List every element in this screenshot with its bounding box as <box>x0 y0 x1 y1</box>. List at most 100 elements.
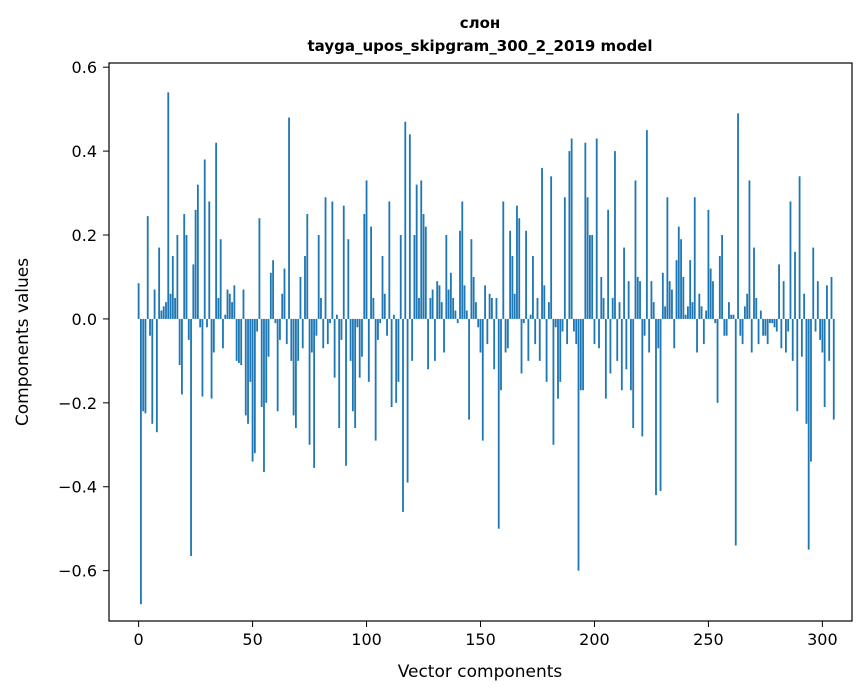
bar <box>144 318 147 414</box>
bar <box>329 318 331 324</box>
bar <box>210 318 213 399</box>
bar <box>475 302 477 319</box>
bar <box>140 318 142 605</box>
bar <box>823 318 826 408</box>
bar <box>502 201 505 319</box>
bar <box>356 318 359 328</box>
bar <box>641 318 644 437</box>
bar <box>338 318 341 428</box>
bar <box>333 318 336 378</box>
bar <box>810 318 812 462</box>
bar <box>199 318 202 328</box>
bar <box>696 318 698 353</box>
bar <box>766 318 769 345</box>
bar <box>196 184 199 319</box>
bar <box>415 184 418 319</box>
bar <box>712 281 714 319</box>
y-tick-label: 0.6 <box>72 58 97 77</box>
bar <box>609 318 612 374</box>
y-axis: −0.6 −0.4 −0.2 0.0 0.2 0.4 0.6 <box>58 58 109 581</box>
bar <box>707 209 710 319</box>
bar <box>290 318 293 361</box>
bar <box>547 302 550 319</box>
bar <box>233 285 236 319</box>
bar <box>769 318 771 324</box>
bar <box>272 260 275 319</box>
bar <box>449 272 452 319</box>
bar <box>472 276 475 319</box>
bar <box>684 314 687 319</box>
bar <box>625 318 628 370</box>
bar <box>452 297 455 319</box>
bar <box>381 255 384 319</box>
bar <box>142 318 145 412</box>
bar <box>784 318 787 353</box>
bar <box>431 289 434 319</box>
bar <box>315 318 318 336</box>
bar <box>153 289 156 319</box>
bar <box>570 138 573 319</box>
bar <box>238 318 240 363</box>
bar <box>308 318 311 445</box>
bar <box>534 318 537 345</box>
bar <box>224 314 227 319</box>
bar <box>791 318 794 361</box>
bar <box>721 235 723 319</box>
bar <box>725 318 728 336</box>
bar <box>798 176 801 319</box>
bar <box>247 318 249 424</box>
bar <box>816 281 819 319</box>
bar <box>363 214 366 319</box>
bar <box>263 318 265 473</box>
bar <box>698 293 701 319</box>
bar <box>365 180 368 319</box>
bar <box>317 235 320 319</box>
bar <box>313 318 316 468</box>
bar <box>443 318 445 353</box>
x-tick-label: 250 <box>693 630 724 649</box>
bar <box>773 318 776 328</box>
bar <box>445 235 448 319</box>
bar <box>383 293 386 319</box>
bar <box>680 239 682 319</box>
bar <box>372 297 375 319</box>
bar <box>730 314 733 319</box>
bar <box>554 318 557 328</box>
bar <box>812 247 815 319</box>
bar <box>484 285 486 319</box>
bar <box>506 318 509 349</box>
bar <box>406 318 409 483</box>
bar <box>723 318 726 336</box>
bar <box>623 247 625 319</box>
bar <box>438 285 441 319</box>
bar <box>390 318 393 408</box>
bar <box>470 239 473 319</box>
bar <box>591 235 594 319</box>
bar <box>579 318 582 391</box>
bar <box>737 113 739 319</box>
bar <box>552 318 555 445</box>
bar <box>602 297 605 319</box>
bar <box>630 318 632 391</box>
y-tick-label: 0.2 <box>72 226 97 245</box>
bar <box>826 285 828 319</box>
bar <box>345 318 347 466</box>
bar <box>151 318 154 424</box>
bar <box>194 209 197 319</box>
bar <box>682 276 685 319</box>
bar <box>513 293 516 319</box>
bar <box>584 142 587 319</box>
bar <box>598 318 600 349</box>
bar <box>814 318 817 332</box>
bar <box>693 197 696 319</box>
bar <box>520 318 523 374</box>
bar <box>342 205 345 319</box>
bar <box>716 318 719 403</box>
bar <box>739 318 742 336</box>
x-tick-label: 100 <box>351 630 382 649</box>
bar <box>340 318 343 340</box>
bar <box>832 318 835 420</box>
bar <box>573 318 575 332</box>
bar <box>395 318 398 403</box>
bar <box>639 281 641 319</box>
